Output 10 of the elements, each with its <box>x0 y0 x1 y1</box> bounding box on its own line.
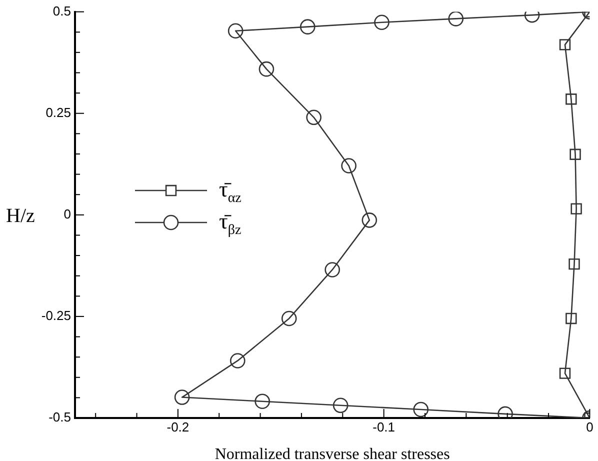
y-tick-label: -0.5 <box>48 410 71 425</box>
x-tick-label: -0.2 <box>166 419 190 434</box>
x-tick-label: 0 <box>586 419 594 434</box>
y-tick-label: -0.25 <box>41 308 71 324</box>
y-tick-label: 0 <box>64 206 71 222</box>
y-tick-label: 0.5 <box>52 3 71 18</box>
y-axis-title: H/z <box>6 204 35 227</box>
x-tick-label: -0.1 <box>372 419 396 434</box>
x-axis-title: Normalized transverse shear stresses <box>214 446 450 461</box>
y-tick-label: 0.25 <box>46 104 71 120</box>
